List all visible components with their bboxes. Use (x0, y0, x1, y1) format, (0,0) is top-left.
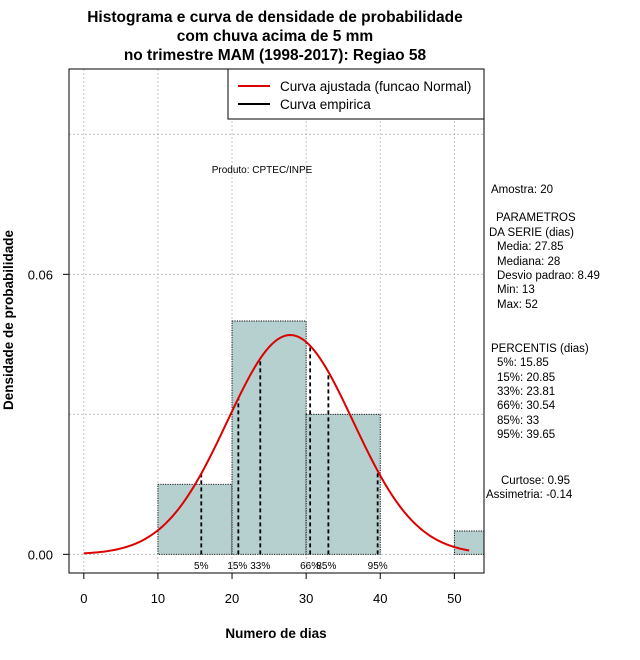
percentil-66: 66%: 30.54 (497, 400, 556, 412)
normal-curve (83, 334, 470, 555)
legend-box (227, 68, 485, 120)
param-desvio: Desvio padrao: 8.49 (497, 270, 600, 282)
chart-title-line-2: com chuva acima de 5 mm (177, 28, 373, 45)
percentile-label-15: 15% (227, 561, 247, 572)
percentil-33: 33%: 23.81 (497, 386, 555, 398)
x-tick-label-30: 30 (299, 591, 313, 606)
param-min: Min: 13 (497, 284, 535, 296)
product-annotation: Produto: CPTEC/INPE (212, 165, 313, 176)
x-tick-label-40: 40 (373, 591, 387, 606)
legend: Curva ajustada (funcao Normal) Curva emp… (227, 68, 485, 120)
chart-title-line-3: no trimestre MAM (1998-2017): Regiao 58 (124, 47, 427, 64)
normal-curve-layer (83, 334, 470, 555)
stats-panel: Amostra: 20 PARAMETROS DA SERIE (dias) M… (486, 184, 600, 501)
legend-label-empirical: Curva empirica (280, 97, 371, 112)
y-tick-label-0: 0.00 (28, 547, 53, 562)
params-title-1: PARAMETROS (496, 212, 576, 224)
histogram-bars (157, 320, 485, 555)
histogram-bar-50-60 (453, 530, 485, 555)
percentile-label-95: 95% (368, 561, 388, 572)
param-max: Max: 52 (497, 299, 538, 311)
sample-size: Amostra: 20 (491, 184, 553, 196)
params-title-2: DA SERIE (dias) (489, 227, 574, 239)
percentile-label-33: 33% (250, 561, 270, 572)
x-tick-label-20: 20 (225, 591, 239, 606)
assimetria: Assimetria: -0.14 (486, 489, 573, 501)
legend-label-normal: Curva ajustada (funcao Normal) (280, 79, 471, 94)
param-media: Media: 27.85 (497, 241, 564, 253)
percentile-lines: 5% 15% 33% 66%85% 95% (194, 345, 388, 572)
chart-title-line-1: Histograma e curva de densidade de proba… (87, 9, 463, 26)
curtose: Curtose: 0.95 (501, 475, 570, 487)
histogram-bar-20-30 (231, 320, 307, 555)
percentis-title: PERCENTIS (dias) (491, 343, 589, 355)
x-tick-label-50: 50 (447, 591, 461, 606)
axes: 0 10 20 30 40 50 0.00 0.06 (28, 267, 462, 606)
percentile-label-85: 85% (316, 561, 336, 572)
y-axis-label: Densidade de probabilidade (1, 229, 16, 410)
y-tick-label-1: 0.06 (28, 267, 53, 282)
percentile-label-5: 5% (194, 561, 209, 572)
percentil-85: 85%: 33 (497, 415, 539, 427)
grid (69, 69, 484, 573)
percentil-15: 15%: 20.85 (497, 372, 555, 384)
x-tick-label-0: 0 (80, 591, 87, 606)
percentil-5: 5%: 15.85 (497, 357, 549, 369)
x-axis-label: Numero de dias (225, 626, 326, 641)
percentil-95: 95%: 39.65 (497, 429, 555, 441)
param-mediana: Mediana: 28 (497, 256, 560, 268)
percentile-label-66: 66% (300, 561, 320, 572)
x-tick-label-10: 10 (151, 591, 165, 606)
histogram-bar-30-40 (305, 413, 381, 555)
